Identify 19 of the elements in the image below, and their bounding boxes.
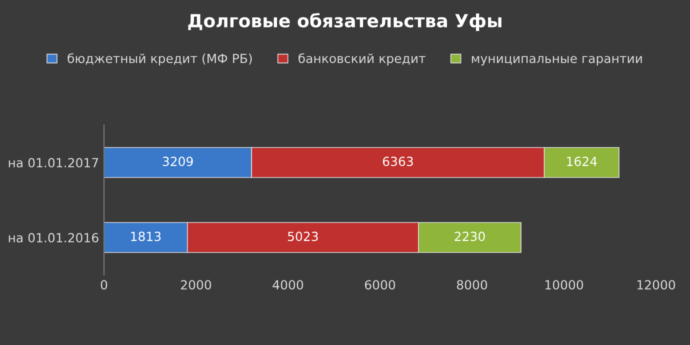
y-tick-label: на 01.01.2016 (8, 232, 98, 242)
data-label: 1624 (567, 156, 597, 166)
x-tick-label: 4000 (272, 280, 304, 290)
legend-label: банковский кредит (298, 53, 426, 66)
x-tick-label: 0 (100, 280, 108, 290)
x-tick-label: 8000 (456, 280, 488, 290)
data-label: 5023 (288, 232, 318, 242)
x-tick-label: 6000 (364, 280, 396, 290)
x-tick-label: 2000 (181, 280, 212, 290)
chart-title: Долговые обязательства Уфы (188, 12, 502, 32)
data-label: 2230 (454, 232, 485, 242)
x-tick-label: 12000 (637, 280, 676, 290)
legend-label: муниципальные гарантии (472, 56, 642, 66)
data-label: 6363 (382, 156, 413, 166)
legend-label: бюджетный кредит (МФ РБ) (68, 53, 252, 66)
data-label: 3209 (162, 156, 193, 166)
y-tick-label: на 01.01.2017 (8, 158, 98, 168)
x-tick-label: 10000 (545, 280, 584, 290)
data-label: 1813 (131, 232, 161, 242)
